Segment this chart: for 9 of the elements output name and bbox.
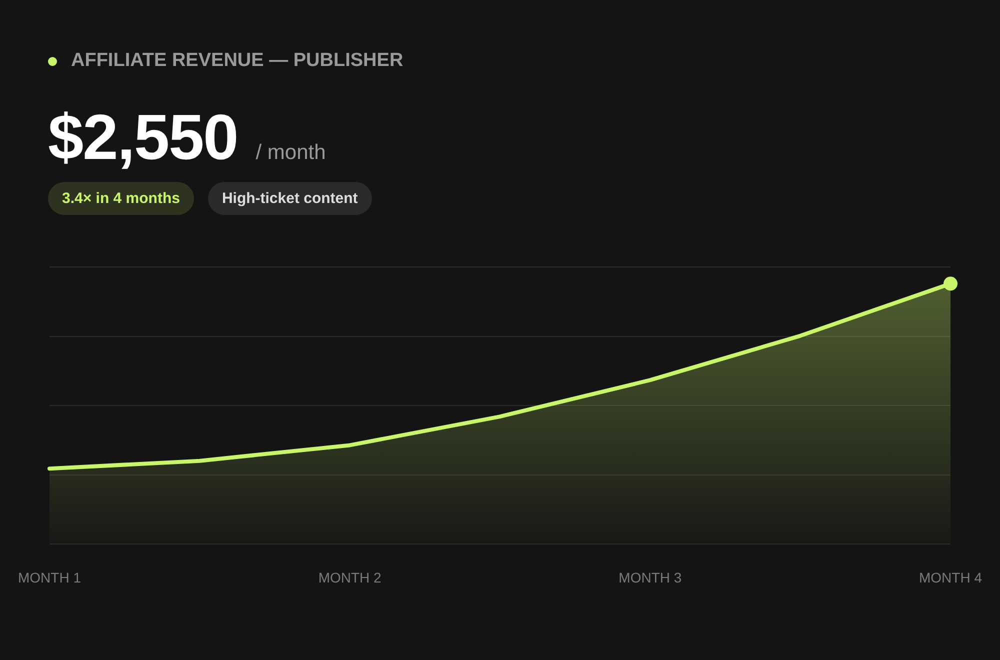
x-tick-label: MONTH 2 (318, 569, 382, 586)
chart-title: AFFILIATE REVENUE — PUBLISHER (71, 50, 404, 72)
text: High-ticket content (208, 182, 372, 215)
x-tick-label: MONTH 1 (18, 569, 82, 586)
text: / month (256, 141, 326, 165)
x-tick-label: MONTH 4 (919, 569, 982, 586)
x-tick-label: MONTH 3 (618, 569, 682, 586)
text: 3.4× in 4 months (48, 182, 194, 215)
text: $2,550 (48, 100, 238, 174)
